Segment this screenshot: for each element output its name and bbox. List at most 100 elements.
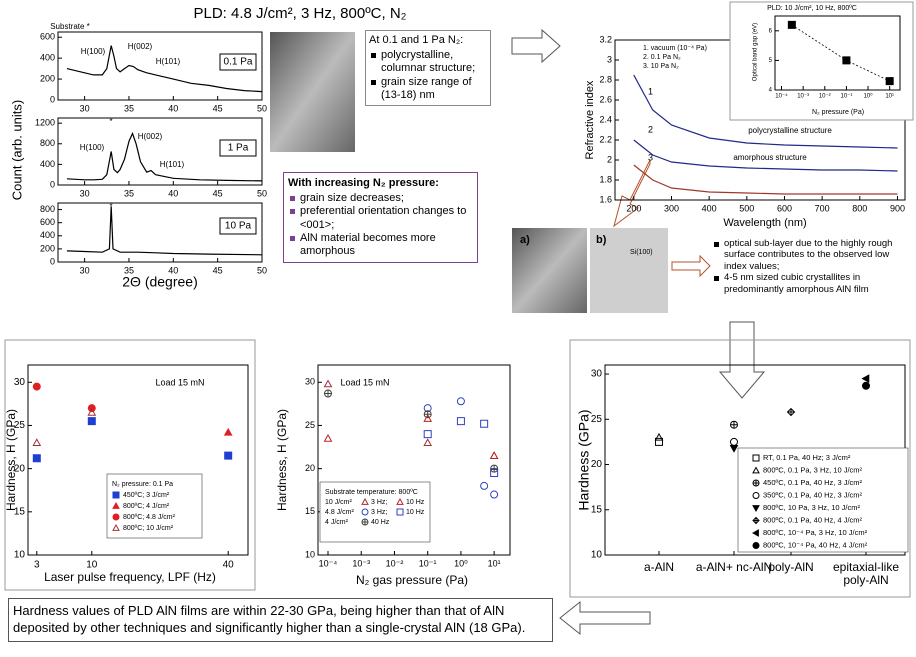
x-tick-label: 900 <box>890 203 905 213</box>
legend-group: 4 J/cm² <box>325 519 349 526</box>
y-tick-label: 400 <box>40 230 55 240</box>
y-tick-label: 4 <box>769 88 773 94</box>
legend-label: 800ºC, 0.1 Pa, 3 Hz, 10 J/cm² <box>763 465 863 474</box>
legend-label: 3 Hz; <box>371 499 387 506</box>
legend-label: 3 Hz; <box>371 509 387 516</box>
arrow <box>671 254 711 278</box>
x-tick-label: 40 <box>168 103 178 113</box>
bullet: AlN material becomes more amorphous <box>290 232 473 258</box>
text-box: With increasing N₂ pressure: grain size … <box>283 172 478 264</box>
x-axis-label: 2Θ (degree) <box>122 274 197 290</box>
x-tick-label: 10 <box>86 560 98 571</box>
data-line <box>66 206 263 256</box>
legend-box <box>319 481 431 543</box>
x-tick-label: 30 <box>80 103 90 113</box>
y-tick-label: 2 <box>607 154 612 164</box>
plot-frame <box>317 364 511 556</box>
data-point <box>224 451 233 460</box>
y-tick-label: 2.4 <box>599 114 612 124</box>
x-axis-label: Laser pulse frequency, LPF (Hz) <box>44 570 216 584</box>
x-tick-label: 10⁻² <box>386 558 404 568</box>
curve-label: 1 <box>648 86 653 96</box>
bullet: 4-5 nm sized cubic crystallites in predo… <box>714 272 910 295</box>
y-tick-label: 10 <box>14 550 26 561</box>
legend-marker <box>752 479 760 487</box>
curve-label: 3 <box>648 152 653 162</box>
data-point <box>324 389 333 398</box>
y-tick-label: 30 <box>305 377 315 387</box>
panel-label-box <box>219 217 257 235</box>
data-point <box>32 438 42 447</box>
x-tick-label: 3 <box>34 560 40 571</box>
x-tick-label: 10¹ <box>885 94 894 100</box>
data-point <box>423 414 433 422</box>
curve-label: 2 <box>648 124 653 134</box>
data-point <box>323 379 333 388</box>
tem-image <box>512 228 587 313</box>
x-tick-label: epitaxial-like poly-AlN <box>832 560 900 588</box>
legend-marker <box>361 497 369 505</box>
data-point <box>490 468 499 477</box>
image-label: Si(100) <box>630 249 653 256</box>
x-tick-label: 35 <box>124 188 134 198</box>
image-label: b) <box>596 234 607 246</box>
y-axis-label: Hardness, H (GPa) <box>275 409 289 511</box>
y-tick-label: 10 <box>305 549 315 559</box>
y-tick-label: 1200 <box>35 118 55 128</box>
data-point <box>655 437 663 446</box>
y-tick-label: 0 <box>50 94 55 104</box>
bullet: polycrystalline, columnar structure; <box>371 49 487 75</box>
data-point <box>423 430 432 439</box>
annotation: Load 15 mN <box>340 377 389 387</box>
data-point <box>423 438 433 447</box>
arrow <box>559 600 651 636</box>
y-axis-label: Hardness (GPa) <box>576 409 592 510</box>
data-point <box>730 437 739 446</box>
legend-label: RT, 0.1 Pa, 40 Hz; 3 J/cm² <box>763 453 851 462</box>
x-tick-label: 10⁻² <box>819 94 831 100</box>
x-tick-label: 45 <box>213 103 223 113</box>
data-point <box>87 407 97 416</box>
y-tick-label: 3 <box>607 54 612 64</box>
legend-marker <box>112 491 120 499</box>
data-point <box>489 451 499 459</box>
x-tick-label: 10⁰ <box>454 558 468 568</box>
annotation: H(101) <box>160 160 185 169</box>
x-tick-label: 40 <box>223 560 235 571</box>
legend-group: 4.8 J/cm² <box>325 509 354 516</box>
y-tick-label: 15 <box>305 506 315 516</box>
data-point <box>842 56 851 65</box>
data-line <box>66 45 263 93</box>
plot-frame <box>57 117 263 186</box>
legend-marker <box>751 529 759 537</box>
legend-label: 40 Hz <box>371 519 390 526</box>
data-point <box>490 490 499 499</box>
panel-label: 0.1 Pa <box>224 57 253 68</box>
data-point <box>87 417 96 426</box>
x-tick-label: 10⁻³ <box>797 94 809 100</box>
annotation: * <box>109 117 112 126</box>
annotation: H(002) <box>138 132 163 141</box>
legend-marker <box>112 501 120 509</box>
data-point <box>32 454 41 463</box>
bullet: optical sub-layer due to the highly roug… <box>714 238 910 272</box>
x-tick-label: 40 <box>168 188 178 198</box>
chart-title: PLD: 4.8 J/cm², 3 Hz, 800ºC, N₂ <box>193 5 406 22</box>
x-axis-label: N₂ gas pressure (Pa) <box>356 573 468 587</box>
legend-label: 800ºC, 10⁻⁴ Pa, 3 Hz, 10 J/cm² <box>763 528 868 537</box>
legend-label: 1. vacuum (10⁻⁴ Pa) <box>643 45 707 52</box>
legend-label: 800ºC, 10⁻⁴ Pa, 40 Hz, 4 J/cm² <box>763 540 868 549</box>
legend-label: 3. 10 Pa N₂ <box>643 63 679 70</box>
x-tick-label: 45 <box>213 265 223 275</box>
bullet-list: polycrystalline, columnar structure; grai… <box>369 49 487 102</box>
panel-frame <box>4 339 256 591</box>
y-tick-label: 25 <box>14 420 26 431</box>
box-heading: At 0.1 and 1 Pa N₂: <box>369 34 464 46</box>
legend-box <box>737 447 909 553</box>
legend-marker <box>752 505 760 513</box>
y-tick-label: 200 <box>40 73 55 83</box>
legend-title: Substrate temperature: 800ºC <box>325 489 418 496</box>
y-tick-label: 1.6 <box>599 194 612 204</box>
annotation: H(101) <box>156 57 181 66</box>
y-tick-label: 15 <box>14 506 26 517</box>
